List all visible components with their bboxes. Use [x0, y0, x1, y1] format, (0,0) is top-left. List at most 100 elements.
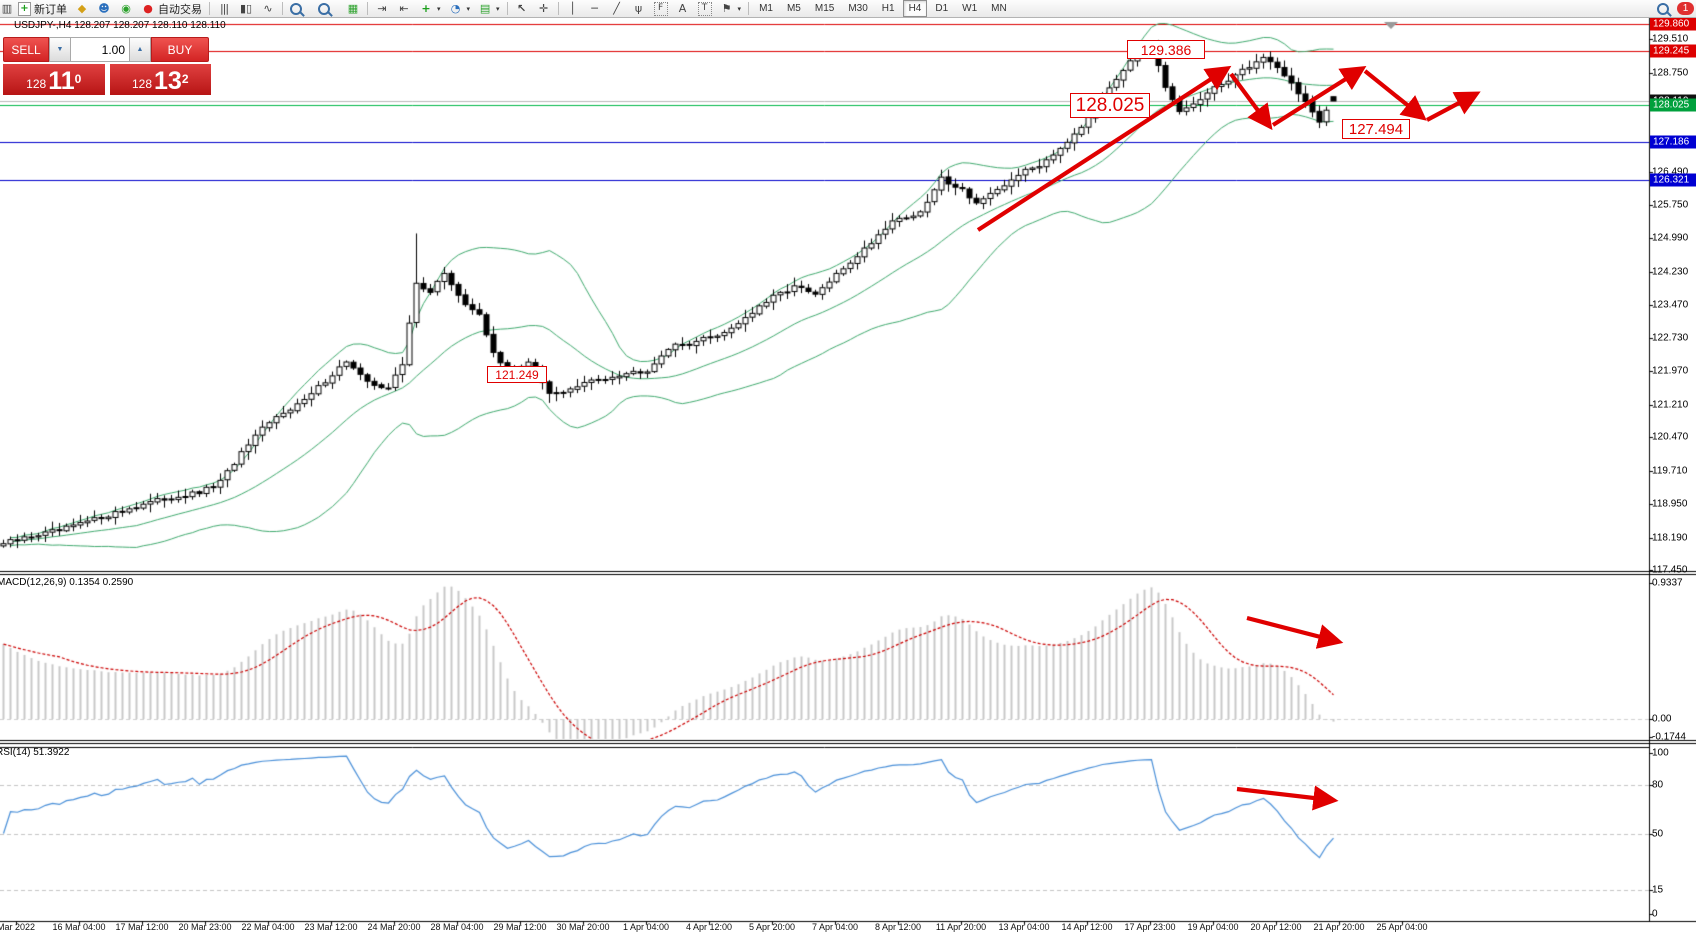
trendline-icon: ╱ — [613, 1, 620, 15]
timeframe-m5[interactable]: M5 — [786, 3, 801, 14]
buy-price-sup: 2 — [181, 72, 189, 86]
chevron-down-icon: ▾ — [737, 5, 742, 13]
fibonacci-tool[interactable]: F — [650, 1, 672, 17]
notification-badge[interactable]: 1 — [1677, 2, 1694, 15]
zoom-in-icon — [290, 2, 302, 15]
arrows-dropdown[interactable]: ⚑ ▾ — [716, 1, 746, 17]
buy-price-big: 13 — [154, 67, 182, 95]
timeframe-d1[interactable]: D1 — [935, 3, 949, 14]
tile-windows-button[interactable]: ▦ — [342, 1, 364, 17]
new-order-button[interactable]: + 新订单 — [14, 1, 71, 17]
trend-arrow[interactable] — [1236, 785, 1339, 811]
zoom-out-button[interactable] — [314, 1, 342, 17]
trend-arrow[interactable] — [1271, 65, 1367, 127]
indicators-dropdown[interactable]: + ▾ — [415, 1, 445, 17]
buy-price-button[interactable]: 128 13 2 — [109, 64, 211, 95]
lot-size-input[interactable] — [71, 37, 129, 62]
sell-price-big: 11 — [48, 67, 75, 95]
market-watch-button[interactable]: ☻ — [93, 1, 115, 17]
vertical-line-tool[interactable]: │ — [562, 1, 584, 17]
horizontal-line-tool[interactable]: ─ — [584, 1, 606, 17]
search-icon[interactable] — [1657, 2, 1669, 15]
toolbar-separator — [557, 2, 559, 15]
candlestick-chart-button[interactable]: ▮▯ — [235, 1, 257, 17]
timeframe-m30[interactable]: M30 — [848, 3, 868, 14]
timeframe-m15[interactable]: M15 — [814, 3, 835, 14]
trend-arrow[interactable] — [1363, 69, 1427, 121]
timeframe-m1[interactable]: M1 — [759, 3, 773, 14]
channel-icon: ψ — [634, 1, 643, 15]
add-indicator-icon: + — [421, 1, 431, 15]
profile-icon: ☻ — [98, 1, 110, 15]
autotrading-label: 自动交易 — [158, 3, 202, 16]
templates-dropdown[interactable]: ▤ ▾ — [474, 1, 504, 17]
price-annotation[interactable]: 121.249 — [487, 366, 547, 383]
autotrading-button[interactable]: ● 自动交易 — [137, 1, 206, 17]
template-icon: ▤ — [479, 1, 491, 15]
timeframe-w1[interactable]: W1 — [962, 3, 978, 14]
text-icon: A — [678, 1, 687, 15]
signal-icon: ◉ — [121, 1, 131, 15]
periods-dropdown[interactable]: ◔ ▾ — [445, 1, 475, 17]
toolbar-separator — [209, 2, 210, 15]
new-order-label: 新订单 — [34, 3, 67, 16]
app-icon: ▥ — [1, 1, 13, 15]
clock-icon: ◔ — [450, 1, 461, 15]
price-annotation[interactable]: 129.386 — [1127, 40, 1205, 59]
label-tool[interactable]: T — [694, 1, 716, 17]
sell-price-sup: 0 — [74, 72, 82, 86]
timeframe-h4[interactable]: H4 — [902, 0, 928, 17]
trend-arrow[interactable] — [976, 65, 1232, 232]
zoom-in-button[interactable] — [286, 1, 314, 17]
trend-arrow[interactable] — [1246, 615, 1344, 649]
chevron-down-icon: ▾ — [466, 5, 471, 13]
candlestick-chart-icon: ▮▯ — [239, 1, 253, 15]
one-click-trading-panel: SELL ▼ ▲ BUY 128 11 0 128 13 2 — [3, 37, 211, 95]
sell-price-button[interactable]: 128 11 0 — [3, 64, 105, 95]
chevron-down-icon: ▼ — [56, 46, 64, 53]
timeframe-group: M1 M5 M15 M30 H1 H4 D1 W1 MN — [752, 0, 1014, 17]
chevron-up-icon: ▲ — [136, 46, 144, 53]
vertical-line-icon: │ — [569, 1, 576, 15]
trend-arrow[interactable] — [1229, 72, 1273, 131]
autotrading-status-icon: ● — [143, 1, 153, 15]
line-chart-icon: ∿ — [263, 1, 273, 15]
lot-decrease-button[interactable]: ▼ — [49, 37, 71, 62]
price-annotation[interactable]: 128.025 — [1070, 93, 1150, 118]
lot-increase-button[interactable]: ▲ — [129, 37, 151, 62]
buy-button[interactable]: BUY — [151, 37, 209, 62]
toolbar-separator — [748, 2, 750, 15]
text-tool[interactable]: A — [672, 1, 694, 17]
new-order-icon: + — [18, 1, 31, 16]
timeframe-h1[interactable]: H1 — [881, 3, 895, 14]
toolbar-separator — [506, 2, 508, 15]
cursor-icon: ↖ — [516, 1, 527, 15]
buy-price-prefix: 128 — [131, 77, 153, 91]
auto-scroll-button[interactable]: ⇥ — [371, 1, 393, 17]
tile-windows-icon: ▦ — [347, 1, 359, 15]
horizontal-line-icon: ─ — [591, 1, 598, 15]
cursor-tool-button[interactable]: ↖ — [511, 1, 533, 17]
timeframe-mn[interactable]: MN — [991, 3, 1007, 14]
crosshair-icon: ✛ — [538, 1, 549, 15]
sell-price-prefix: 128 — [26, 77, 47, 91]
sell-button[interactable]: SELL — [3, 37, 49, 62]
price-annotation[interactable]: 127.494 — [1342, 119, 1410, 139]
bar-chart-button[interactable]: ||| — [213, 1, 235, 17]
channel-tool[interactable]: ψ — [628, 1, 650, 17]
signals-button[interactable]: ◉ — [115, 1, 137, 17]
chevron-down-icon: ▾ — [437, 5, 441, 13]
metaeditor-button[interactable]: ◆ — [71, 1, 93, 17]
crosshair-tool-button[interactable]: ✛ — [533, 1, 555, 17]
trend-arrow[interactable] — [1426, 91, 1481, 122]
trendline-tool[interactable]: ╱ — [606, 1, 628, 17]
line-chart-button[interactable]: ∿ — [257, 1, 279, 17]
chart-shift-button[interactable]: ⇤ — [393, 1, 415, 17]
zoom-out-icon — [318, 2, 330, 15]
fibonacci-icon: F — [653, 1, 668, 16]
chart-shift-icon: ⇤ — [399, 1, 409, 15]
